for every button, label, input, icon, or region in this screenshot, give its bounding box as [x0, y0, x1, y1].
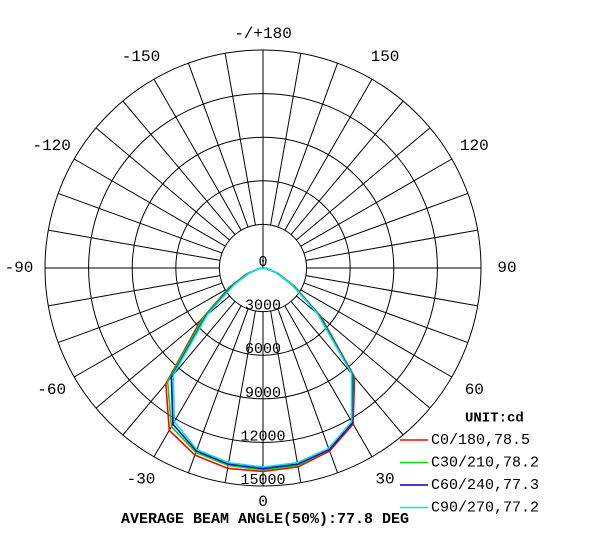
spoke — [284, 305, 373, 458]
spoke — [277, 308, 339, 474]
spoke — [303, 282, 469, 344]
angle-tick-label: -90 — [5, 259, 34, 277]
r-tick-label: 12000 — [240, 428, 285, 445]
angle-tick-label: -30 — [127, 471, 156, 489]
angle-tick-label: 30 — [375, 471, 394, 489]
spoke — [303, 192, 469, 254]
r-tick-label: 15000 — [240, 472, 285, 489]
spoke — [284, 78, 373, 231]
footer: AVERAGE BEAM ANGLE(50%):77.8 DEG — [121, 511, 409, 528]
spoke — [57, 282, 223, 344]
spoke — [73, 289, 226, 378]
angle-tick-label: -150 — [122, 48, 160, 66]
spoke — [224, 310, 256, 483]
spoke — [290, 100, 404, 235]
spoke — [48, 229, 221, 261]
spoke — [270, 310, 302, 483]
unit-label: UNIT:cd — [465, 411, 524, 427]
spoke — [300, 289, 453, 378]
spoke — [300, 158, 453, 247]
spoke — [122, 100, 236, 235]
legend-label: C90/270,77.2 — [431, 499, 539, 516]
spoke — [153, 305, 242, 458]
angle-tick-label: -120 — [32, 137, 70, 155]
spoke — [290, 301, 404, 436]
spoke — [73, 158, 226, 247]
spoke — [270, 53, 302, 226]
r-tick-label: 3000 — [245, 298, 281, 315]
spoke — [122, 301, 236, 436]
spoke — [48, 275, 221, 307]
spoke — [57, 192, 223, 254]
curves — [164, 267, 356, 473]
r-tick-label: 0 — [258, 254, 267, 271]
spoke — [305, 229, 478, 261]
legend-label: C0/180,78.5 — [431, 432, 530, 449]
intensity-curve — [172, 267, 353, 468]
angle-tick-label: -60 — [37, 381, 66, 399]
angle-tick-label: 0 — [258, 493, 268, 511]
angle-tick-label: 90 — [497, 259, 516, 277]
angle-tick-label: 150 — [371, 48, 400, 66]
spoke — [153, 78, 242, 231]
angle-tick-label: 60 — [465, 381, 484, 399]
spoke — [305, 275, 478, 307]
legend-label: C60/240,77.3 — [431, 477, 539, 494]
spoke — [224, 53, 256, 226]
spoke — [187, 308, 249, 474]
spoke — [187, 62, 249, 228]
spoke — [296, 127, 431, 241]
r-tick-label: 6000 — [245, 341, 281, 358]
r-tick-label: 9000 — [245, 385, 281, 402]
angle-tick-label: -/+180 — [234, 25, 292, 43]
labels: C0/180,78.5 C30/210,78.2 C60/240,77.3 C90/2… — [5, 25, 539, 516]
spoke — [277, 62, 339, 228]
spoke — [95, 127, 230, 241]
legend-label: C30/210,78.2 — [431, 454, 539, 471]
angle-tick-label: 120 — [460, 137, 489, 155]
